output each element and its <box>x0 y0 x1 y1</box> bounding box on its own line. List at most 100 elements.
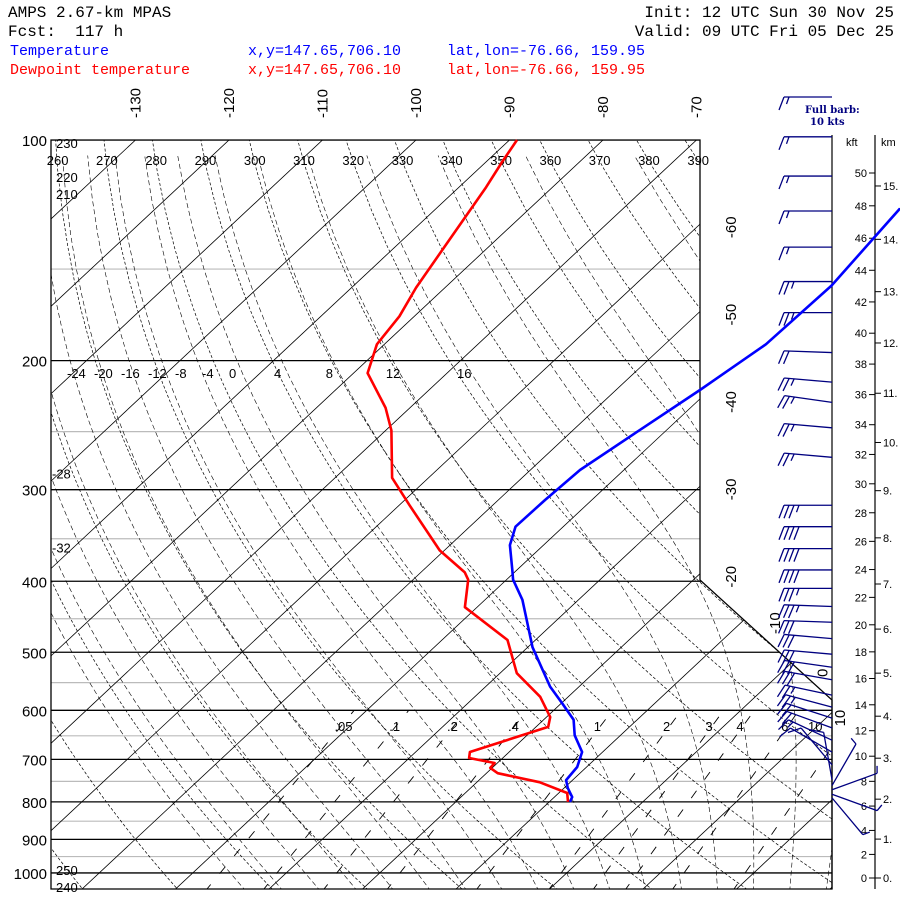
background-grid <box>51 140 832 889</box>
dry-adiabat <box>51 140 84 889</box>
km-tick-label: 1. <box>883 834 892 846</box>
barb-full <box>778 96 785 111</box>
kft-tick-label: 0 <box>861 873 867 885</box>
kft-tick-label: 48 <box>855 201 867 213</box>
barb-legend-sample <box>778 96 832 111</box>
dry-adiabat-label: 310 <box>293 153 315 168</box>
dry-adiabat <box>244 140 832 889</box>
barb-full <box>777 395 786 409</box>
mixing-ratio-line <box>731 710 832 889</box>
barb-half <box>790 396 795 404</box>
barb-full <box>783 312 790 326</box>
km-tick-label: 15. <box>883 181 898 193</box>
moist-adiabat-label: 4 <box>274 366 281 381</box>
km-tick-label: 3. <box>883 753 892 765</box>
kft-axis-title: kft <box>846 137 858 149</box>
pressure-tick-label: 600 <box>22 703 47 720</box>
isotherm-label-right: -60 <box>723 216 740 238</box>
wind-barbs <box>776 96 883 836</box>
barb-full <box>783 569 790 584</box>
dry-adiabat-label: 370 <box>589 153 611 168</box>
barb-half <box>785 210 790 219</box>
barb-staff <box>784 350 833 354</box>
barb-half <box>795 605 800 613</box>
barb-full <box>787 727 802 734</box>
barb-full <box>778 312 785 326</box>
mixing-ratio-label: .2 <box>447 719 458 734</box>
mixing-ratio-label: 3 <box>705 719 712 734</box>
isotherm <box>359 140 832 889</box>
dry-adiabat-label-left: 230 <box>56 136 78 151</box>
barb-half <box>785 96 790 105</box>
barb-full <box>778 136 785 151</box>
barb-full <box>782 604 790 619</box>
barb-full <box>778 175 785 190</box>
wind-barb <box>777 395 833 409</box>
barb-half <box>790 453 795 462</box>
barb-staff <box>784 619 833 623</box>
km-tick-label: 4. <box>883 711 892 723</box>
mixing-ratio-label: 4 <box>736 719 743 734</box>
barb-half <box>795 588 800 596</box>
pressure-tick-label: 100 <box>22 133 47 150</box>
legend-temperature-xy: x,y=147.65,706.10 <box>248 43 402 60</box>
dry-adiabat <box>51 140 369 889</box>
km-tick-label: 5. <box>883 668 892 680</box>
wind-barb <box>778 246 832 261</box>
isotherm <box>640 140 832 889</box>
barb-staff <box>784 422 833 429</box>
isotherm-label-right: -40 <box>723 391 740 413</box>
dewpoint-line <box>366 139 570 803</box>
dry-adiabat-label-left: 240 <box>56 880 78 895</box>
moist-adiabat <box>51 155 284 889</box>
moist-adiabat-label: -12 <box>148 366 167 381</box>
barb-half <box>850 737 857 745</box>
barb-full <box>783 526 790 540</box>
pressure-tick-label: 900 <box>22 832 47 849</box>
moist-adiabat <box>51 155 247 889</box>
moist-adiabat <box>144 155 540 889</box>
barb-full <box>777 604 785 618</box>
barb-half <box>790 281 795 289</box>
mixing-ratio-line <box>261 710 410 889</box>
barb-full <box>781 685 791 699</box>
kft-tick-label: 12 <box>855 726 867 738</box>
barb-half <box>785 246 790 255</box>
isotherm-label-top: -120 <box>221 88 238 118</box>
dry-adiabat <box>51 140 179 889</box>
barb-full <box>778 548 785 562</box>
mixing-ratio-label: 1 <box>594 719 601 734</box>
dry-adiabat-label: 360 <box>540 153 562 168</box>
wind-barb <box>776 684 833 699</box>
isotherm-label-right: -30 <box>723 479 740 501</box>
isotherm-label-top: -100 <box>408 88 425 118</box>
moist-adiabat <box>51 155 359 889</box>
barb-full <box>793 569 800 584</box>
wind-barb <box>778 569 832 584</box>
barb-staff <box>823 732 833 780</box>
dry-adiabat <box>387 140 832 889</box>
mixing-ratio-line <box>547 710 682 889</box>
moist-adiabat <box>51 155 322 889</box>
barb-full <box>783 504 790 519</box>
barb-full <box>788 504 795 519</box>
kft-tick-label: 50 <box>855 168 867 180</box>
barb-staff <box>784 649 833 655</box>
barb-staff <box>785 694 833 708</box>
moist-adiabat <box>51 155 395 889</box>
legend-dewpoint-latlon: lat,lon=-76.66, 159.95 <box>447 62 646 79</box>
isotherm-label-right: 10 <box>832 710 849 727</box>
barb-full <box>782 453 790 467</box>
mixing-ratio-line <box>591 710 724 889</box>
barb-half <box>787 721 794 728</box>
kft-tick-label: 42 <box>855 297 867 309</box>
wind-barb <box>831 765 878 791</box>
legend-temperature-name: Temperature <box>10 43 110 60</box>
wind-barb <box>777 452 833 467</box>
barb-staff <box>784 684 833 696</box>
forecast-hour: Fcst: 117 h <box>8 23 124 41</box>
mixing-ratio-label: 2 <box>663 719 670 734</box>
moist-adiabat-label: -20 <box>94 366 113 381</box>
isotherm-label-top: -70 <box>689 96 706 118</box>
moist-adiabat <box>307 155 683 889</box>
